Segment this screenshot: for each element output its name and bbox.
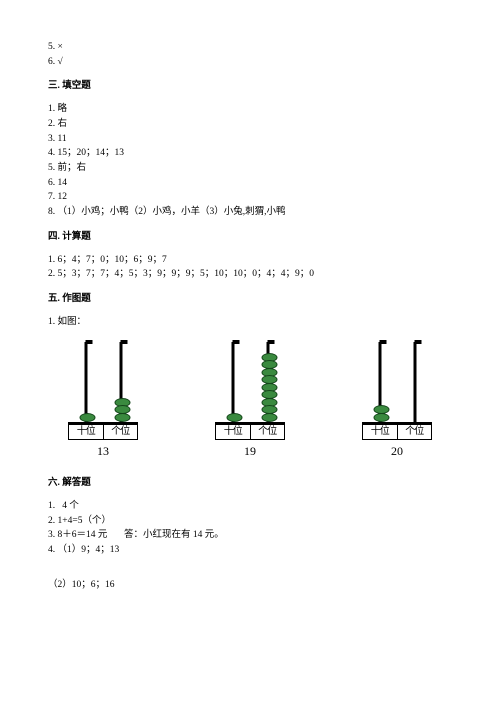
tens-rod [84,342,87,422]
s3-l7: 7. 12 [48,190,452,205]
abacus-rods [215,342,285,425]
place-labels: 十位个位 [215,425,285,440]
s3-l4: 4. 15；20；14；13 [48,146,452,161]
bead [373,413,389,422]
s3-l1: 1. 略 [48,102,452,117]
s6-l4: 4. （1）9；4；13 [48,543,452,558]
tens-beads [226,414,242,422]
place-labels: 十位个位 [68,425,138,440]
rod-cap [232,340,239,344]
rod-cap [120,340,127,344]
section-4-title: 四. 计算题 [48,230,452,245]
tens-rod [231,342,234,422]
bead [79,413,95,422]
s3-l8: 8. （1）小鸡；小鸭（2）小鸡，小羊（3）小兔,刺猬,小鸭 [48,205,452,220]
s3-l3: 3. 11 [48,132,452,147]
rod-cap [414,340,421,344]
tens-beads [79,414,95,422]
s4-l2: 2. 5；3；7；7；4；5；3；9；9；9；5；10；10；0；4；4；9；0 [48,267,452,282]
abacus-number: 13 [97,442,109,461]
section-6-title: 六. 解答题 [48,476,452,491]
page-root: 5. × 6. √ 三. 填空题 1. 略 2. 右 3. 11 4. 15；2… [0,0,500,707]
s4-l1: 1. 6；4；7；0；10；6；9；7 [48,253,452,268]
s6-l2: 2. 1+4=5（个） [48,514,452,529]
abacus-rods [68,342,138,425]
rod-cap [267,340,274,344]
abacus-row: 十位个位13十位个位19十位个位20 [48,342,452,461]
abacus-13: 十位个位 13 [58,342,148,461]
bead [226,413,242,422]
top-block: 5. × 6. √ [48,40,452,69]
bead [114,413,130,422]
ones-label: 个位 [251,425,285,439]
s3-l6: 6. 14 [48,176,452,191]
tens-label: 十位 [363,425,398,439]
s6-l1: 1. 4 个 [48,499,452,514]
ones-label: 个位 [104,425,138,439]
abacus-number: 19 [244,442,256,461]
section-3-body: 1. 略 2. 右 3. 11 4. 15；20；14；13 5. 前；右 6.… [48,102,452,220]
abacus-number: 20 [391,442,403,461]
rod-cap [379,340,386,344]
s6-trailing: （2）10；6；16 [48,578,452,593]
top-line-2: 6. √ [48,55,452,70]
ones-rod [266,342,269,422]
abacus-rods [362,342,432,425]
ones-label: 个位 [398,425,432,439]
ones-rod [413,342,416,422]
section-5-title: 五. 作图题 [48,292,452,307]
section-3-title: 三. 填空题 [48,79,452,94]
abacus-20: 十位个位 20 [352,342,442,461]
place-labels: 十位个位 [362,425,432,440]
top-line-1: 5. × [48,40,452,55]
tens-beads [373,407,389,422]
section-6-body: 1. 4 个 2. 1+4=5（个） 3. 8＋6＝14 元 答：小红现在有 1… [48,499,452,558]
tens-label: 十位 [69,425,104,439]
rod-cap [85,340,92,344]
section-4-body: 1. 6；4；7；0；10；6；9；7 2. 5；3；7；7；4；5；3；9；9… [48,253,452,282]
ones-beads [261,354,277,422]
ones-rod [119,342,122,422]
s6-l3: 3. 8＋6＝14 元 答：小红现在有 14 元。 [48,528,452,543]
s3-l2: 2. 右 [48,117,452,132]
ones-beads [114,399,130,422]
bead [261,413,277,422]
abacus-19: 十位个位 19 [205,342,295,461]
s3-l5: 5. 前；右 [48,161,452,176]
tens-label: 十位 [216,425,251,439]
tens-rod [378,342,381,422]
s5-intro: 1. 如图： [48,315,452,330]
